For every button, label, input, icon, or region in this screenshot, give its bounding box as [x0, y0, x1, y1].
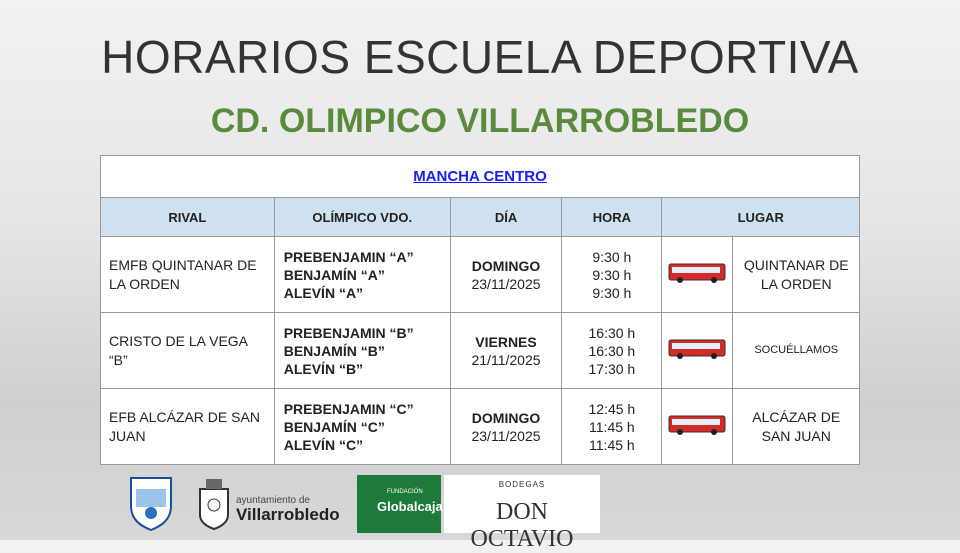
teams-cell: PREBENJAMIN “B” BENJAMÍN “B” ALEVÍN “B”	[273, 312, 451, 389]
table-row: CRISTO DE LA VEGA “B” PREBENJAMIN “B” BENJ…	[100, 312, 860, 389]
day-cell: DOMINGO 23/11/2025	[449, 236, 563, 313]
time: 11:45 h	[589, 436, 635, 453]
place-cell: SOCUÉLLAMOS	[732, 312, 860, 389]
section-link[interactable]: MANCHA CENTRO	[413, 168, 547, 185]
bus-cell	[661, 388, 734, 465]
rival-cell: CRISTO DE LA VEGA “B”	[100, 312, 275, 389]
teams-cell: PREBENJAMIN “C” BENJAMÍN “C” ALEVÍN “C”	[273, 388, 451, 465]
bus-cell	[661, 312, 734, 389]
time: 17:30 h	[588, 360, 636, 377]
time-cell: 12:45 h 11:45 h 11:45 h	[561, 388, 663, 465]
place-cell: ALCÁZAR DE SAN JUAN	[732, 388, 860, 465]
rival-cell: EMFB QUINTANAR DE LA ORDEN	[100, 236, 275, 313]
teams-cell: PREBENJAMIN “A” BENJAMÍN “A” ALEVÍN “A”	[273, 236, 451, 313]
globalcaja-logo: FUNDACIÓN Globalcaja	[357, 475, 443, 533]
title: HORARIOS ESCUELA DEPORTIVA	[101, 31, 859, 83]
table-row: EMFB QUINTANAR DE LA ORDEN PREBENJAMIN “A…	[100, 236, 860, 313]
date: 23/11/2025	[471, 275, 541, 292]
team: PREBENJAMIN “B”	[283, 324, 414, 341]
day: DOMINGO	[471, 409, 541, 426]
time-cell: 16:30 h 16:30 h 17:30 h	[561, 312, 663, 389]
date: 21/11/2025	[471, 351, 541, 368]
bus-icon	[668, 415, 726, 435]
team: BENJAMÍN “A”	[283, 266, 385, 283]
time: 16:30 h	[588, 342, 636, 359]
time: 12:45 h	[588, 400, 636, 417]
bus-cell	[661, 236, 734, 313]
time: 9:30 h	[592, 284, 632, 301]
team: BENJAMÍN “C”	[283, 418, 385, 435]
team: ALEVÍN “C”	[283, 436, 364, 453]
time: 9:30 h	[592, 248, 632, 265]
time-cell: 9:30 h 9:30 h 9:30 h	[561, 236, 663, 313]
bus-icon	[668, 263, 726, 283]
schedule-table: MANCHA CENTRO RIVAL OLÍMPICO VDO. DÍA HORA L…	[100, 155, 860, 465]
ayuntamiento-logo: ayuntamiento de Villarrobledo	[196, 475, 344, 533]
team: ALEVÍN “A”	[283, 284, 364, 301]
bodegas-text: BODEGAS	[498, 480, 546, 489]
day-cell: DOMINGO 23/11/2025	[449, 388, 563, 465]
day-cell: VIERNES 21/11/2025	[449, 312, 563, 389]
column-header: HORA	[561, 197, 663, 237]
globalcaja-text: Globalcaja	[377, 499, 443, 514]
column-header: RIVAL	[100, 197, 275, 237]
time: 9:30 h	[592, 266, 632, 283]
column-header: LUGAR	[661, 197, 860, 237]
column-header: DÍA	[449, 197, 563, 237]
subtitle: CD. OLIMPICO VILLARROBLEDO	[210, 102, 750, 140]
city-text: Villarrobledo	[236, 505, 340, 524]
table-row: EFB ALCÁZAR DE SAN JUAN PREBENJAMIN “C” BE…	[100, 388, 860, 465]
column-header: OLÍMPICO VDO.	[273, 197, 451, 237]
time: 16:30 h	[588, 324, 636, 341]
club-crest	[128, 475, 174, 533]
fundacion-text: FUNDACIÓN	[387, 489, 423, 495]
bodegas-logo: BODEGAS DON OCTAVIO	[444, 475, 600, 552]
team: PREBENJAMIN “A”	[283, 248, 414, 265]
team: BENJAMÍN “B”	[283, 342, 385, 359]
section-cell: MANCHA CENTRO	[100, 155, 860, 198]
rival-cell: EFB ALCÁZAR DE SAN JUAN	[100, 388, 275, 465]
time: 11:45 h	[589, 418, 635, 435]
ayuntamiento-text: ayuntamiento de	[236, 495, 310, 506]
date: 23/11/2025	[471, 427, 541, 444]
team: ALEVÍN “B”	[283, 360, 364, 377]
bus-icon	[668, 339, 726, 359]
team: PREBENJAMIN “C”	[283, 400, 414, 417]
place-cell: QUINTANAR DE LA ORDEN	[732, 236, 860, 313]
day: DOMINGO	[471, 257, 541, 274]
day: VIERNES	[475, 333, 537, 350]
don-octavio-text: DON OCTAVIO	[470, 499, 574, 552]
